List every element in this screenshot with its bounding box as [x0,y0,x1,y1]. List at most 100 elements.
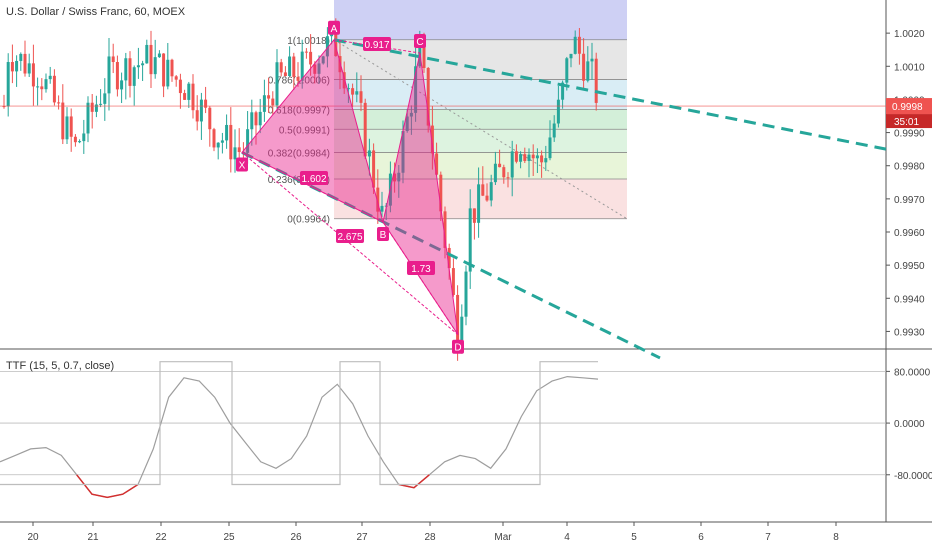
candle-body [405,116,409,132]
candle-body [338,56,342,73]
indicator-title: TTF (15, 5, 0.7, close) [6,360,115,372]
candle-body [250,112,254,130]
candle-body [111,56,115,63]
candle-body [271,98,275,106]
pattern-point-label: A [331,24,338,35]
fib-zone [334,178,627,219]
time-tick-label: 21 [87,532,99,543]
candle-body [90,102,94,112]
candle-body [149,44,153,75]
candle-body [229,124,233,160]
candle-body [40,86,44,90]
candle-body [447,247,451,269]
fib-zone [334,129,627,153]
candle-body [380,205,384,212]
candle-body [204,99,208,108]
fib-level-label: 1(1.0018) [287,36,330,47]
time-tick-label: 22 [155,532,167,543]
candle-body [10,62,14,72]
time-axis: 20 21 22 25 26 27 28 Mar 4 5 6 7 8 [27,522,839,543]
pattern-point-label: D [454,343,461,354]
candle-body [283,72,287,77]
countdown-badge [886,114,932,129]
candle-body [23,53,27,74]
time-tick-label: 4 [564,532,570,543]
candle-body [367,150,371,157]
candle-body [124,58,128,81]
pattern-point-label: C [416,37,423,48]
candle-body [456,294,460,352]
candle-body [439,174,443,212]
pattern-ratio-label: 2.675 [337,232,362,243]
ttf-signal-line [0,361,598,486]
fib-zone [334,79,627,110]
pattern-connector [241,152,459,336]
candle-body [527,154,531,161]
pattern-ratio-label: 1.602 [301,174,326,185]
candle-body [372,150,376,188]
harmonic-pattern: X A B C D 0.917 1.602 2.675 1.73 [236,20,464,354]
candle-body [552,123,556,138]
candle-body [94,104,98,112]
candle-body [36,86,40,88]
time-tick-label: 25 [223,532,235,543]
candle-body [103,93,107,104]
last-price-badge [886,98,932,115]
price-tick-label: 0.9950 [894,261,925,272]
price-tick-label: 0.9980 [894,162,925,173]
candle-body [120,80,124,90]
candle-body [573,36,577,54]
symbol-title: U.S. Dollar / Swiss Franc, 60, MOEX [6,6,186,18]
fib-level-label: 0(0.9964) [287,215,330,226]
candle-body [166,59,170,87]
candle-body [233,147,237,160]
candle-body [178,79,182,94]
pattern-connector [382,221,459,336]
candle-body [548,137,552,159]
candle-body [535,155,539,159]
candle-body [296,76,300,81]
pattern-ratio-label: 0.917 [364,40,389,51]
candle-body [31,63,35,87]
pattern-point-badge [377,227,389,242]
candle-body [44,79,48,90]
candle-body [237,147,241,153]
candle-body [191,83,195,111]
indicator-tick-label: -80.0000 [894,471,932,482]
candle-body [401,131,405,173]
indicator-tick-label: 0.0000 [894,419,925,430]
candle-body [540,155,544,163]
candle-body [317,63,321,74]
candle-body [468,208,472,272]
pattern-triangle-xab [241,38,384,223]
candle-body [288,56,292,77]
time-tick-label: 5 [631,532,637,543]
time-tick-label: 26 [290,532,302,543]
fib-level-label: 0.618(0.9997) [268,105,330,116]
candle-body [48,75,52,80]
candle-body [300,51,304,81]
candle-body [183,93,187,100]
candle-body [506,177,510,179]
candle-body [254,112,258,126]
candle-body [279,62,283,73]
price-tick-label: 0.9990 [894,129,925,140]
candle-body [565,58,569,83]
candle-body [57,102,61,104]
candle-body [309,51,313,65]
fib-level-label: 0.5(0.9991) [279,125,330,136]
candle-body [195,110,199,122]
ttf-line [0,375,599,499]
pattern-point-badge [236,157,248,172]
candle-body [220,140,224,143]
price-tick-label: 0.9970 [894,195,925,206]
candle-body [464,271,468,317]
candle-body [426,67,430,126]
candle-body [325,36,329,57]
candle-body [472,208,476,223]
candle-body [292,56,296,77]
candle-body [258,111,262,126]
fib-zone [334,109,627,130]
candle-body [6,62,10,107]
